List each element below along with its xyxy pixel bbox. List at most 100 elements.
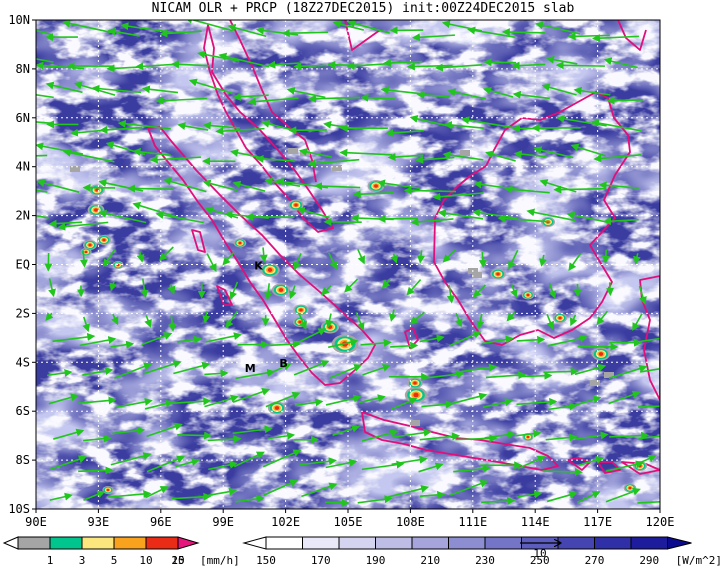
wind-arrow — [106, 64, 140, 73]
wind-arrow — [109, 281, 118, 292]
wind-arrow — [296, 206, 330, 219]
wind-arrow — [155, 96, 207, 105]
olr-colorbar-tick: 290 — [639, 554, 659, 567]
wind-arrow — [132, 201, 178, 218]
precip-cell — [367, 180, 385, 192]
wind-arrow — [112, 426, 146, 435]
wind-arrow — [455, 312, 463, 328]
precip-speck — [604, 372, 614, 378]
wind-arrow — [510, 284, 518, 298]
olr-colorbar-low-cap — [242, 536, 267, 550]
precip-cell — [490, 268, 506, 280]
wind-arrow — [608, 390, 641, 405]
lon-tick-label: 117E — [583, 515, 612, 529]
olr-colorbar-swatch — [448, 536, 486, 550]
wind-arrow — [48, 278, 56, 298]
wind-arrow — [633, 253, 641, 265]
wind-arrow — [569, 314, 578, 327]
olr-colorbar-swatch — [375, 536, 413, 550]
precip-speck — [288, 148, 298, 154]
wind-arrow — [158, 246, 174, 261]
wind-arrow — [171, 492, 212, 501]
wind-arrow — [293, 253, 302, 271]
wind-arrow — [376, 179, 420, 190]
wind-arrow — [361, 460, 405, 471]
wind-arrow — [567, 32, 610, 41]
wind-arrow — [132, 147, 171, 157]
lon-tick-label: 114E — [521, 515, 550, 529]
olr-colorbar-tick: 150 — [256, 554, 276, 567]
java-coastline — [361, 411, 559, 471]
wind-arrow — [411, 33, 455, 42]
wind-arrow — [497, 214, 550, 223]
wind-arrow — [361, 429, 399, 442]
wind-arrow — [327, 338, 359, 349]
wind-arrow — [36, 121, 53, 125]
wind-arrow — [328, 252, 337, 270]
wind-arrow — [111, 313, 119, 326]
olr-colorbar-high-cap — [667, 536, 692, 550]
lesser-sunda-lombok — [597, 461, 621, 474]
wind-arrow — [555, 61, 605, 70]
wind-arrow — [235, 368, 276, 380]
wind-arrow — [218, 52, 270, 68]
wind-arrow — [83, 434, 112, 443]
wind-arrow — [639, 368, 660, 373]
wind-arrow — [117, 119, 171, 130]
bangka-coastline — [404, 327, 419, 349]
wind-arrow — [144, 315, 152, 328]
wind-arrow — [548, 402, 578, 411]
wind-arrow — [590, 119, 642, 132]
wind-arrow — [202, 121, 241, 130]
wind-arrow — [357, 495, 393, 504]
wind-arrow — [45, 81, 83, 94]
wind-arrow — [382, 58, 423, 67]
borneo-coastline — [433, 91, 631, 346]
wind-arrow — [235, 494, 265, 503]
lon-tick-label: 90E — [25, 515, 47, 529]
wind-arrow — [52, 332, 96, 343]
wind-arrow — [232, 180, 266, 192]
wind-arrow — [535, 21, 581, 35]
wind-arrow — [638, 402, 660, 411]
wind-arrow — [145, 486, 169, 499]
wind-arrow — [570, 143, 607, 157]
map-axes: 90E 93E 96E 99E 102E 105E 108E 111E 114E 117E 120E… — [8, 13, 674, 529]
olr-colorbar: 150 170 190 210 230 250 270 290 10 [W/m^2] — [242, 536, 722, 567]
prcp-colorbar-low-cap — [2, 536, 19, 550]
wind-arrow — [225, 310, 239, 329]
wind-arrow — [46, 368, 73, 377]
wind-arrow — [171, 397, 212, 406]
wind-arrow — [57, 221, 109, 231]
wind-arrow — [262, 449, 302, 468]
place-label-m: M — [245, 362, 256, 375]
wind-arrow — [476, 313, 485, 330]
wind-arrow — [255, 26, 299, 36]
wind-arrow — [91, 84, 142, 94]
map-title: NICAM OLR + PRCP (18Z27DEC2015) init:00Z… — [151, 1, 575, 16]
wind-arrow — [163, 177, 207, 193]
map-plot-area: K M B — [36, 20, 660, 509]
wind-arrow — [175, 458, 200, 468]
wind-arrow — [77, 396, 117, 405]
wind-arrow — [406, 279, 422, 296]
prcp-colorbar-tick: 15 — [171, 554, 184, 567]
wind-arrow — [410, 217, 454, 226]
wind-arrow — [298, 312, 307, 330]
wind-arrow — [140, 278, 149, 299]
place-label-k: K — [254, 259, 263, 272]
wind-arrow — [233, 451, 265, 468]
wind-arrow — [419, 432, 461, 441]
wind-arrow — [263, 479, 299, 496]
wind-arrow — [141, 85, 179, 94]
wind-arrow — [170, 60, 209, 69]
lat-tick-label: 6S — [16, 404, 30, 418]
wind-arrow — [432, 192, 484, 201]
wind-arrow — [591, 34, 639, 43]
olr-colorbar-swatch — [557, 536, 595, 550]
olr-colorbar-tick: 190 — [366, 554, 386, 567]
wind-arrow — [455, 363, 498, 374]
wind-arrow — [575, 431, 609, 440]
wind-arrow — [204, 394, 239, 408]
wind-arrow — [504, 185, 550, 194]
